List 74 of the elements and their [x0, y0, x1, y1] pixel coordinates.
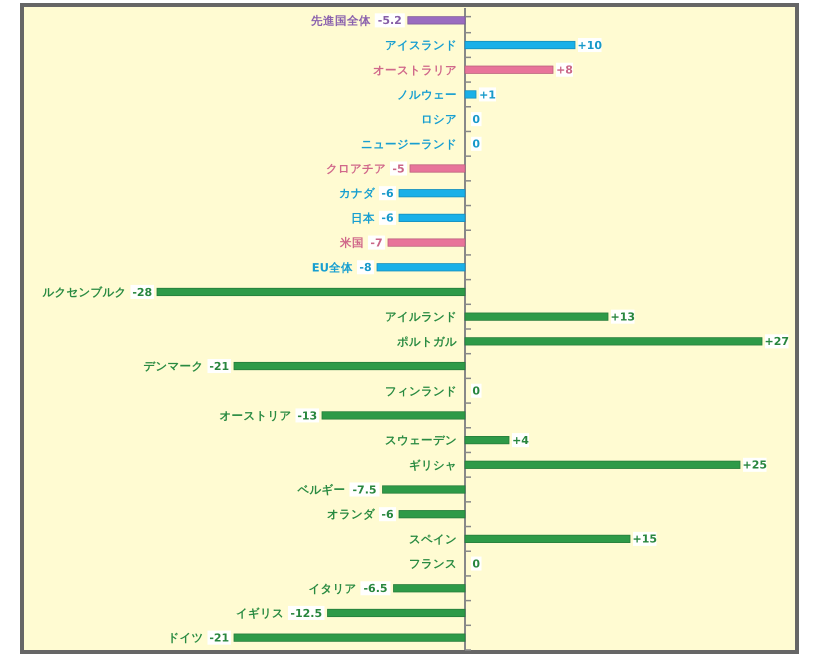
- bar: [464, 90, 476, 99]
- data-label: -6: [381, 187, 394, 200]
- data-label: +4: [512, 434, 530, 447]
- bar: [382, 485, 466, 494]
- bar: [464, 436, 510, 444]
- y-tick-label: スウェーデン: [385, 433, 457, 448]
- y-tick-label: ドイツ: [168, 630, 204, 645]
- data-label: -13: [297, 409, 318, 422]
- y-tick-label: 日本: [351, 210, 376, 225]
- bar: [407, 16, 466, 24]
- data-label: -5: [392, 162, 405, 176]
- data-label: +8: [556, 64, 573, 77]
- bar: [464, 534, 630, 543]
- data-label: 0: [472, 384, 480, 398]
- y-tick-label: フィンランド: [385, 384, 457, 398]
- bar: [393, 584, 466, 592]
- data-label: +27: [764, 335, 790, 348]
- y-tick-label: ポルトガル: [396, 334, 458, 348]
- bar: [398, 214, 466, 222]
- y-tick-label: アイルランド: [385, 310, 457, 324]
- y-tick-label: ロシア: [421, 112, 457, 126]
- bar: [464, 312, 608, 321]
- bar: [156, 288, 466, 296]
- bar: [398, 510, 466, 518]
- y-tick-label: カナダ: [339, 186, 376, 200]
- bar: [234, 362, 466, 370]
- y-tick-label: クロアチア: [326, 162, 386, 176]
- data-label: 0: [472, 138, 480, 151]
- bar: [234, 634, 466, 642]
- bar: [398, 189, 466, 198]
- data-label: +13: [610, 310, 636, 324]
- y-tick-label: ノルウェー: [397, 87, 457, 102]
- data-label: -28: [132, 286, 152, 299]
- data-label: -8: [359, 261, 372, 274]
- data-label: -6.5: [363, 582, 388, 596]
- y-tick-label: フランス: [409, 556, 457, 571]
- y-tick-label: ルクセンブルク: [42, 284, 126, 299]
- data-label: 0: [472, 557, 480, 570]
- data-label: -12.5: [290, 606, 322, 620]
- bar: [464, 66, 554, 74]
- bar: [464, 337, 762, 346]
- y-tick-label: ギリシャ: [409, 458, 457, 472]
- bar: [410, 164, 466, 173]
- y-tick-label: 米国: [339, 236, 364, 250]
- y-tick-label: ニュージーランド: [361, 136, 457, 151]
- data-label: -7.5: [352, 483, 377, 496]
- data-label: -5.2: [378, 14, 402, 28]
- y-tick-label: デンマーク: [144, 359, 204, 374]
- y-tick-label: イギリス: [236, 606, 284, 620]
- y-tick-label: オーストラリア: [373, 62, 457, 77]
- data-label: +1: [479, 88, 496, 102]
- data-label: -6: [381, 212, 394, 225]
- y-tick-label: オーストリア: [220, 408, 292, 422]
- bar: [376, 263, 466, 272]
- y-tick-label: ベルギー: [296, 482, 346, 497]
- bar: [388, 238, 466, 247]
- y-tick-label: イタリア: [308, 581, 356, 596]
- bar: [464, 40, 576, 50]
- data-label: 0: [472, 112, 480, 126]
- y-tick-label: オランダ: [327, 507, 376, 522]
- y-tick-label: スペイン: [409, 532, 457, 546]
- data-label: +10: [577, 38, 602, 52]
- bar: [464, 460, 740, 469]
- data-label: -21: [209, 632, 230, 645]
- y-tick-label: 先進国全体: [310, 13, 372, 28]
- data-label: +25: [742, 458, 768, 472]
- y-tick-label: EU全体: [312, 260, 354, 274]
- data-label: -6: [381, 508, 394, 522]
- bar: [327, 608, 466, 618]
- data-label: +15: [632, 532, 658, 546]
- data-label: -21: [209, 360, 230, 373]
- data-label: -7: [370, 236, 383, 250]
- bar: [322, 411, 466, 420]
- y-tick-label: アイスランド: [385, 38, 457, 52]
